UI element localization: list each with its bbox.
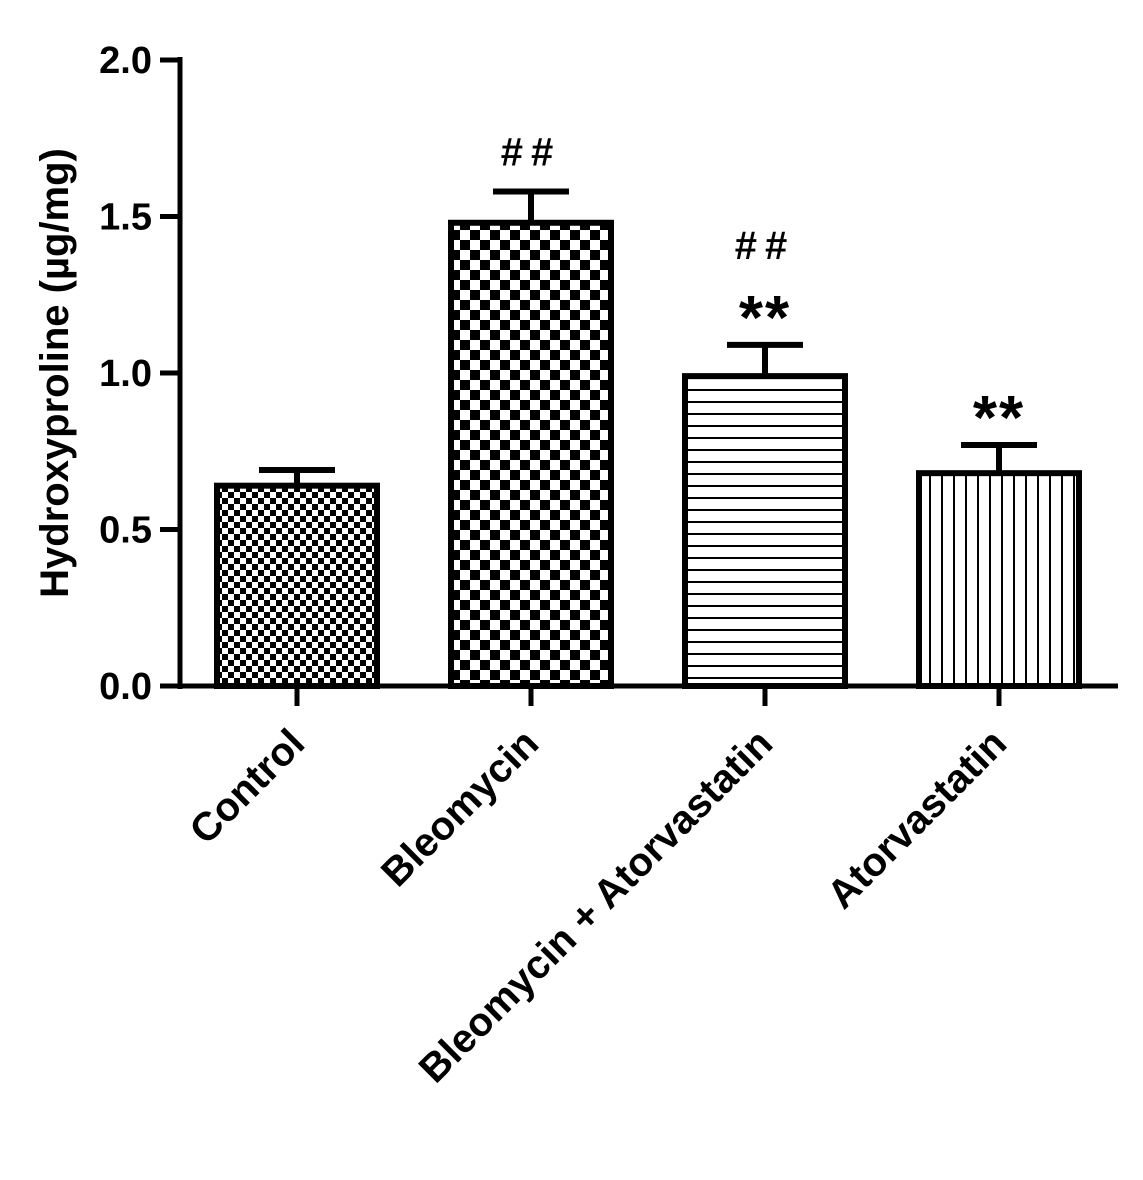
y-tick-label-1: 0.5 — [99, 510, 152, 552]
y-tick-label-4: 2.0 — [99, 40, 152, 82]
x-category-label-1: Bleomycin — [373, 721, 547, 895]
y-tick-label-3: 1.5 — [99, 197, 152, 239]
bar-1 — [448, 219, 614, 689]
bar-2 — [682, 373, 848, 689]
bar-3 — [916, 470, 1082, 689]
x-category-label-3: Atorvastatin — [819, 721, 1015, 917]
significance-stars-1-1: ** — [739, 284, 791, 353]
significance-stars-2-0: ** — [973, 384, 1025, 453]
significance-hashes-1-0: ## — [735, 224, 796, 268]
y-tick-label-2: 1.0 — [99, 353, 152, 395]
y-axis-title: Hydroxyproline (µg/mg) — [33, 148, 77, 598]
x-category-label-0: Control — [182, 721, 314, 853]
significance-hashes-0-0: ## — [501, 130, 562, 174]
y-tick-label-0: 0.0 — [99, 666, 152, 708]
bar-0 — [214, 482, 380, 689]
